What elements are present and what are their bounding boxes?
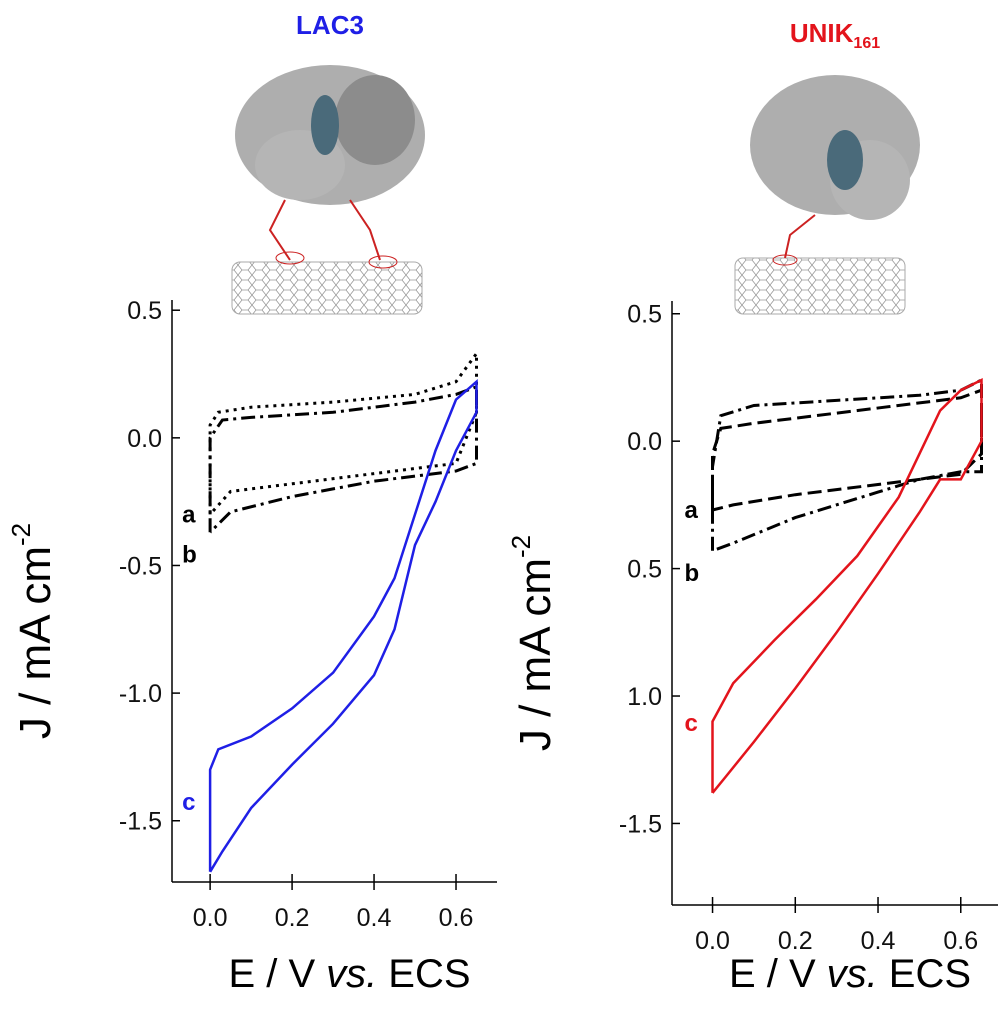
y-tick-label: -0.5 <box>119 552 162 580</box>
title-text: UNIK <box>790 18 854 48</box>
y-label-superscript: -2 <box>506 535 536 558</box>
panel-title: LAC3 <box>296 10 364 40</box>
x-label-part: vs. <box>827 952 878 996</box>
lac3-structure <box>231 65 425 315</box>
curve-label: c <box>685 710 698 737</box>
title-subscript: 161 <box>853 35 880 52</box>
y-label-text: J / mA cm <box>11 546 60 739</box>
curve-label: c <box>182 789 195 816</box>
y-axis-label: J / mA cm-2 <box>6 523 60 739</box>
y-tick-label: 0.5 <box>627 556 662 584</box>
x-tick-label: 0.4 <box>861 927 896 955</box>
cv-curve <box>711 388 983 512</box>
x-label-part: vs. <box>326 952 377 996</box>
curve-label: b <box>685 560 700 587</box>
cv-curve <box>711 377 983 794</box>
panel-title: UNIK161 <box>790 18 880 52</box>
x-tick-label: 0.6 <box>439 904 474 932</box>
y-tick-label: -1.5 <box>119 808 162 836</box>
x-tick-label: 0.0 <box>695 927 730 955</box>
y-tick-label: -1.5 <box>619 810 662 838</box>
y-tick-label: 0.5 <box>127 297 162 325</box>
x-tick-label: 0.0 <box>193 904 228 932</box>
x-label-part: E / V <box>228 952 315 996</box>
y-label-superscript: -2 <box>6 523 36 546</box>
y-label-text: J / mA cm <box>511 558 560 751</box>
unik-structure <box>734 75 920 315</box>
x-label-part: ECS <box>388 952 470 996</box>
curve-label: a <box>182 501 196 528</box>
curve-label: a <box>685 497 699 524</box>
x-tick-label: 0.6 <box>943 927 978 955</box>
y-tick-label: -1.0 <box>119 680 162 708</box>
y-axis-label: J / mA cm-2 <box>506 535 560 751</box>
title-text: LAC3 <box>296 10 364 40</box>
x-label-part: E / V <box>729 952 816 996</box>
y-tick-label: 1.0 <box>627 683 662 711</box>
cv-curve <box>711 377 983 553</box>
x-label-part: ECS <box>889 952 971 996</box>
y-tick-label: 0.5 <box>627 301 662 329</box>
x-tick-label: 0.2 <box>778 927 813 955</box>
curve-label: b <box>182 541 197 568</box>
x-tick-label: 0.2 <box>275 904 310 932</box>
x-tick-label: 0.4 <box>357 904 392 932</box>
y-tick-label: 0.0 <box>627 428 662 456</box>
y-tick-label: 0.0 <box>127 425 162 453</box>
cv-curve <box>208 348 478 516</box>
cv-curve <box>208 378 478 873</box>
